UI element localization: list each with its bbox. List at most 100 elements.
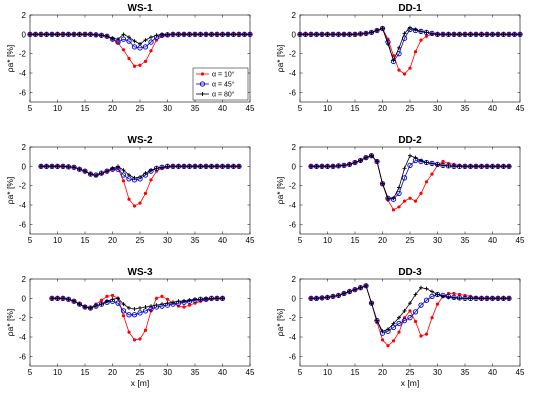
series-line (311, 155, 509, 211)
y-tick-label: -6 (289, 88, 297, 97)
data-point (452, 164, 456, 169)
x-tick-label: 15 (81, 368, 90, 377)
data-point (413, 319, 418, 324)
x-tick-label: 30 (163, 368, 172, 377)
y-tick-label: -6 (289, 352, 297, 361)
data-point (215, 32, 219, 37)
data-point (93, 303, 99, 309)
x-tick-label: 35 (461, 368, 470, 377)
data-point (143, 328, 148, 332)
y-axis-label: ρa* [%] (5, 45, 15, 73)
data-point (127, 306, 131, 310)
x-tick-label: 20 (108, 104, 117, 113)
x-tick-label: 10 (53, 368, 62, 377)
data-point (126, 312, 132, 318)
series-line (311, 285, 509, 332)
data-point (105, 169, 109, 174)
data-point (358, 285, 363, 290)
data-point (204, 164, 208, 169)
data-point (363, 283, 369, 289)
y-tick-label: -2 (19, 314, 27, 323)
data-point (496, 164, 500, 169)
data-point (94, 173, 98, 178)
data-point (507, 296, 511, 301)
data-point (357, 157, 364, 164)
y-tick-label: -4 (289, 333, 297, 342)
data-point (386, 42, 390, 46)
data-point (88, 172, 93, 177)
data-point (501, 164, 506, 169)
axes-box (29, 278, 251, 367)
data-point (94, 32, 98, 37)
data-point (396, 320, 402, 327)
x-tick-label: 30 (163, 236, 172, 245)
data-point (419, 29, 423, 34)
data-point (209, 32, 214, 37)
x-tick-label: 10 (53, 236, 62, 245)
x-tick-label: 40 (218, 104, 227, 113)
x-tick-label: 35 (191, 368, 200, 377)
data-point (320, 164, 324, 169)
data-point (187, 32, 192, 37)
legend-label: α = 80° (212, 91, 235, 99)
x-tick-label: 30 (433, 368, 442, 377)
data-point (507, 164, 511, 169)
data-point (204, 32, 208, 37)
data-point (131, 44, 138, 50)
data-point (154, 166, 159, 171)
data-point (380, 338, 385, 342)
data-point (182, 32, 186, 37)
data-point (132, 175, 137, 180)
data-point (479, 164, 484, 169)
y-tick-label: 2 (22, 143, 27, 152)
series-line (41, 165, 239, 207)
data-point (231, 164, 236, 169)
y-tick-label: 0 (22, 30, 27, 39)
data-point (39, 32, 43, 37)
data-point (204, 296, 208, 301)
y-tick-label: 2 (292, 275, 297, 284)
data-point (325, 295, 330, 300)
data-point (391, 54, 396, 58)
data-point (149, 168, 153, 173)
series-2 (308, 153, 512, 202)
data-point (209, 164, 214, 169)
data-point (408, 25, 412, 30)
data-point (127, 56, 131, 61)
y-axis-label: ρa* [%] (275, 45, 285, 73)
data-point (132, 306, 137, 311)
data-point (165, 297, 170, 301)
data-point (149, 304, 153, 309)
data-point (99, 302, 104, 307)
x-tick-label: 30 (163, 104, 172, 113)
data-point (121, 48, 126, 52)
data-point (72, 165, 76, 170)
data-point (83, 305, 87, 310)
data-point (408, 309, 412, 313)
data-point (160, 302, 164, 307)
data-point (512, 32, 517, 37)
data-point (490, 164, 495, 169)
data-point (105, 294, 109, 298)
data-point (138, 201, 142, 205)
data-point (127, 197, 131, 201)
y-tick-label: 2 (292, 11, 297, 20)
data-point (39, 164, 43, 169)
panel-title: WS-2 (128, 135, 153, 146)
data-point (61, 296, 65, 301)
data-point (430, 172, 434, 176)
x-tick-label: 15 (351, 236, 360, 245)
series-1 (39, 164, 241, 208)
data-point (138, 174, 142, 179)
data-point (198, 32, 203, 37)
data-point (336, 32, 341, 37)
data-point (71, 298, 77, 304)
data-point (375, 318, 379, 323)
axes-box (299, 278, 521, 367)
data-point (331, 164, 335, 169)
x-tick-label: 20 (378, 236, 387, 245)
data-point (88, 32, 93, 37)
y-tick-label: -4 (289, 69, 297, 78)
data-point (419, 285, 423, 290)
